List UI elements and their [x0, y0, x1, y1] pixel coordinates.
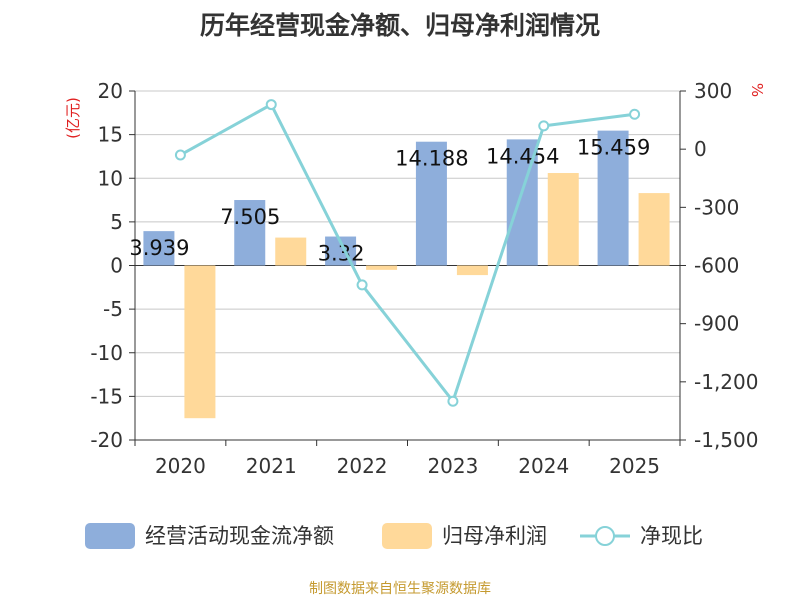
- cashflow-data-label: 15.459: [577, 136, 650, 160]
- y-right-tick-label: -600: [694, 254, 739, 278]
- profit-bar: [547, 173, 579, 266]
- legend-label-cashflow: 经营活动现金流净额: [145, 524, 334, 548]
- x-tick-label: 2020: [155, 454, 206, 478]
- y-left-tick-label: -5: [103, 297, 123, 321]
- legend-label-profit: 归母净利润: [442, 524, 547, 548]
- y-left-tick-label: -20: [90, 428, 123, 452]
- x-tick-label: 2024: [518, 454, 569, 478]
- y-left-tick-label: 20: [98, 79, 123, 103]
- cashflow-bar: [415, 141, 447, 266]
- ratio-point: [538, 120, 550, 132]
- cashflow-data-label: 7.505: [220, 205, 280, 229]
- x-tick-label: 2021: [246, 454, 297, 478]
- ratio-line: [179, 102, 635, 405]
- profit-bar: [184, 265, 216, 419]
- source-note: 制图数据来自恒生聚源数据库: [309, 581, 491, 597]
- y-left-tick-label: 5: [110, 210, 123, 234]
- y-left-tick-label: -10: [90, 341, 123, 365]
- legend-label-ratio: 净现比: [640, 524, 703, 548]
- legend-swatch-cashflow: [85, 523, 135, 549]
- y-right-tick-label: -1,200: [694, 370, 758, 394]
- profit-bar: [275, 237, 307, 266]
- cashflow-data-label: 3.939: [129, 236, 189, 260]
- x-tick-label: 2025: [609, 454, 660, 478]
- cashflow-bar: [234, 200, 266, 266]
- y-left-label: (亿元): [64, 97, 82, 139]
- y-right-tick-label: -1,500: [694, 428, 758, 452]
- cashflow-data-label: 14.188: [395, 147, 468, 171]
- cashflow-data-label: 14.454: [486, 144, 559, 168]
- x-tick-label: 2022: [337, 454, 388, 478]
- y-left-tick-label: 0: [110, 254, 123, 278]
- legend-marker-ratio: [595, 526, 615, 546]
- y-right-tick-label: 300: [694, 79, 732, 103]
- y-right-tick-label: -900: [694, 312, 739, 336]
- profit-bar: [638, 193, 670, 266]
- y-left-tick-label: 15: [98, 123, 123, 147]
- ratio-point: [629, 108, 641, 120]
- legend-swatch-profit: [382, 523, 432, 549]
- ratio-point: [447, 395, 459, 407]
- cashflow-bar: [143, 231, 175, 266]
- y-right-tick-label: -300: [694, 195, 739, 219]
- y-right-label: %: [748, 83, 766, 97]
- ratio-point: [265, 99, 277, 111]
- y-right-tick-label: 0: [694, 137, 707, 161]
- x-tick-label: 2023: [427, 454, 478, 478]
- y-left-tick-label: -15: [90, 384, 123, 408]
- ratio-point: [356, 279, 368, 291]
- cashflow-bar: [597, 130, 629, 266]
- chart-title: 历年经营现金净额、归母净利润情况: [199, 11, 600, 40]
- ratio-point: [174, 149, 186, 161]
- y-left-tick-label: 10: [98, 166, 123, 190]
- profit-bar: [366, 265, 398, 270]
- profit-bar: [456, 265, 488, 276]
